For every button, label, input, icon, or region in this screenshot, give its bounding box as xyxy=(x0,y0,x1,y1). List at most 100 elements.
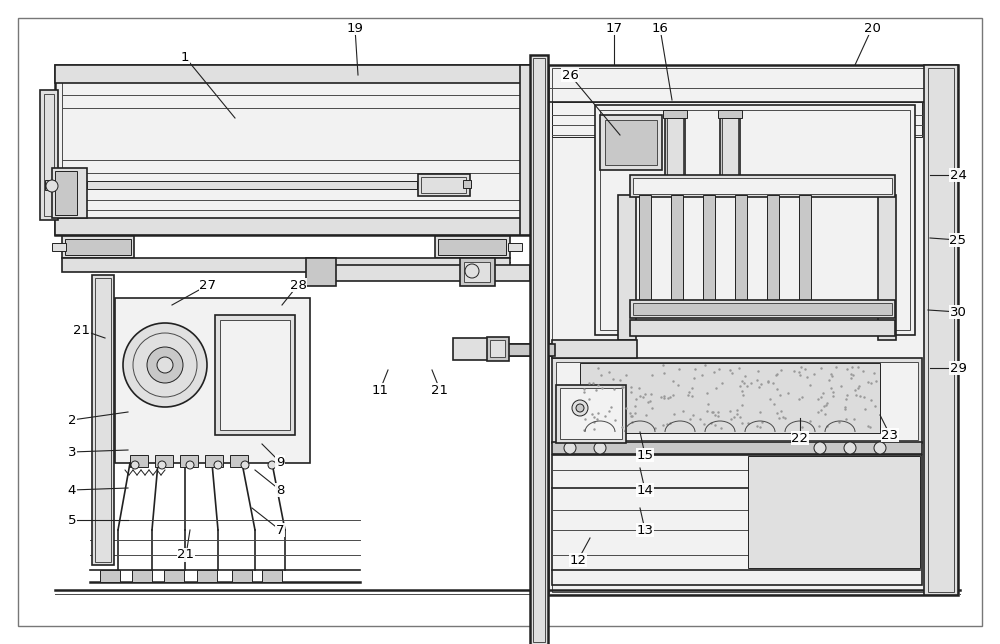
Bar xyxy=(62,236,134,258)
Circle shape xyxy=(214,461,222,469)
Bar xyxy=(735,195,747,305)
Bar xyxy=(630,300,895,318)
Circle shape xyxy=(147,347,183,383)
Bar xyxy=(438,239,506,255)
Circle shape xyxy=(814,442,826,454)
Bar xyxy=(130,455,148,467)
Bar xyxy=(435,236,510,258)
Bar xyxy=(421,177,466,193)
Bar xyxy=(639,195,651,305)
Bar xyxy=(230,455,248,467)
Bar xyxy=(508,243,522,251)
Circle shape xyxy=(186,461,194,469)
Bar xyxy=(720,115,740,180)
Circle shape xyxy=(874,442,886,454)
Bar xyxy=(55,65,530,83)
Bar xyxy=(100,570,120,582)
Bar xyxy=(767,195,779,305)
Text: 7: 7 xyxy=(276,524,284,536)
Bar xyxy=(52,243,66,251)
Bar xyxy=(618,195,636,340)
Text: 29: 29 xyxy=(950,361,966,375)
Bar xyxy=(633,303,892,315)
Bar xyxy=(718,110,742,118)
Text: 1: 1 xyxy=(181,50,189,64)
Bar xyxy=(552,358,922,443)
Bar xyxy=(310,265,530,281)
Bar xyxy=(630,175,895,197)
Bar xyxy=(663,110,687,118)
Bar xyxy=(45,180,55,190)
Bar xyxy=(556,362,918,440)
Bar xyxy=(44,94,54,216)
Text: 11: 11 xyxy=(372,383,388,397)
Bar xyxy=(306,258,336,286)
Bar xyxy=(95,278,111,562)
Bar xyxy=(65,239,131,255)
Bar xyxy=(490,340,505,357)
Bar xyxy=(115,298,310,463)
Text: 15: 15 xyxy=(637,448,654,462)
Bar xyxy=(262,570,282,582)
Text: 8: 8 xyxy=(276,484,284,497)
Bar xyxy=(748,456,920,568)
Bar xyxy=(552,102,922,137)
Bar xyxy=(155,455,173,467)
Bar xyxy=(530,55,548,644)
Text: 2: 2 xyxy=(68,413,76,426)
Bar xyxy=(232,570,252,582)
Bar xyxy=(460,258,495,286)
Circle shape xyxy=(157,357,173,373)
Text: 25: 25 xyxy=(950,234,966,247)
Circle shape xyxy=(131,461,139,469)
Text: 28: 28 xyxy=(290,278,306,292)
Text: 4: 4 xyxy=(68,484,76,497)
Circle shape xyxy=(572,400,588,416)
Bar xyxy=(633,178,892,194)
Bar xyxy=(548,65,958,595)
Bar xyxy=(464,262,490,282)
Text: 21: 21 xyxy=(432,383,448,397)
Circle shape xyxy=(594,442,606,454)
Bar xyxy=(40,90,58,220)
Bar xyxy=(87,181,417,189)
Text: 5: 5 xyxy=(68,513,76,527)
Bar xyxy=(552,455,922,585)
Text: 9: 9 xyxy=(276,455,284,468)
Bar xyxy=(463,180,471,188)
Bar xyxy=(205,455,223,467)
Text: 13: 13 xyxy=(637,524,654,536)
Bar xyxy=(220,320,290,430)
Circle shape xyxy=(158,461,166,469)
Text: 21: 21 xyxy=(74,323,90,337)
Bar xyxy=(556,385,626,443)
Bar xyxy=(418,174,470,196)
Bar xyxy=(667,118,683,176)
Bar xyxy=(799,195,811,305)
Bar xyxy=(487,337,509,361)
Bar xyxy=(180,455,198,467)
Bar xyxy=(928,68,954,592)
Bar xyxy=(500,344,555,356)
Text: 14: 14 xyxy=(637,484,653,497)
Bar xyxy=(52,168,87,218)
Text: 21: 21 xyxy=(178,549,194,562)
Text: 16: 16 xyxy=(652,21,668,35)
Bar xyxy=(605,120,657,165)
Bar xyxy=(630,320,895,336)
Circle shape xyxy=(844,442,856,454)
Text: 30: 30 xyxy=(950,305,966,319)
Bar xyxy=(215,315,295,435)
Bar xyxy=(62,258,510,272)
Text: 23: 23 xyxy=(882,428,898,442)
Text: 17: 17 xyxy=(606,21,622,35)
Bar xyxy=(552,68,954,592)
Bar xyxy=(55,218,530,235)
Bar xyxy=(552,340,637,358)
Circle shape xyxy=(465,264,479,278)
Text: 3: 3 xyxy=(68,446,76,459)
Bar xyxy=(164,570,184,582)
Text: 19: 19 xyxy=(347,21,363,35)
Bar xyxy=(197,570,217,582)
Circle shape xyxy=(46,180,58,192)
